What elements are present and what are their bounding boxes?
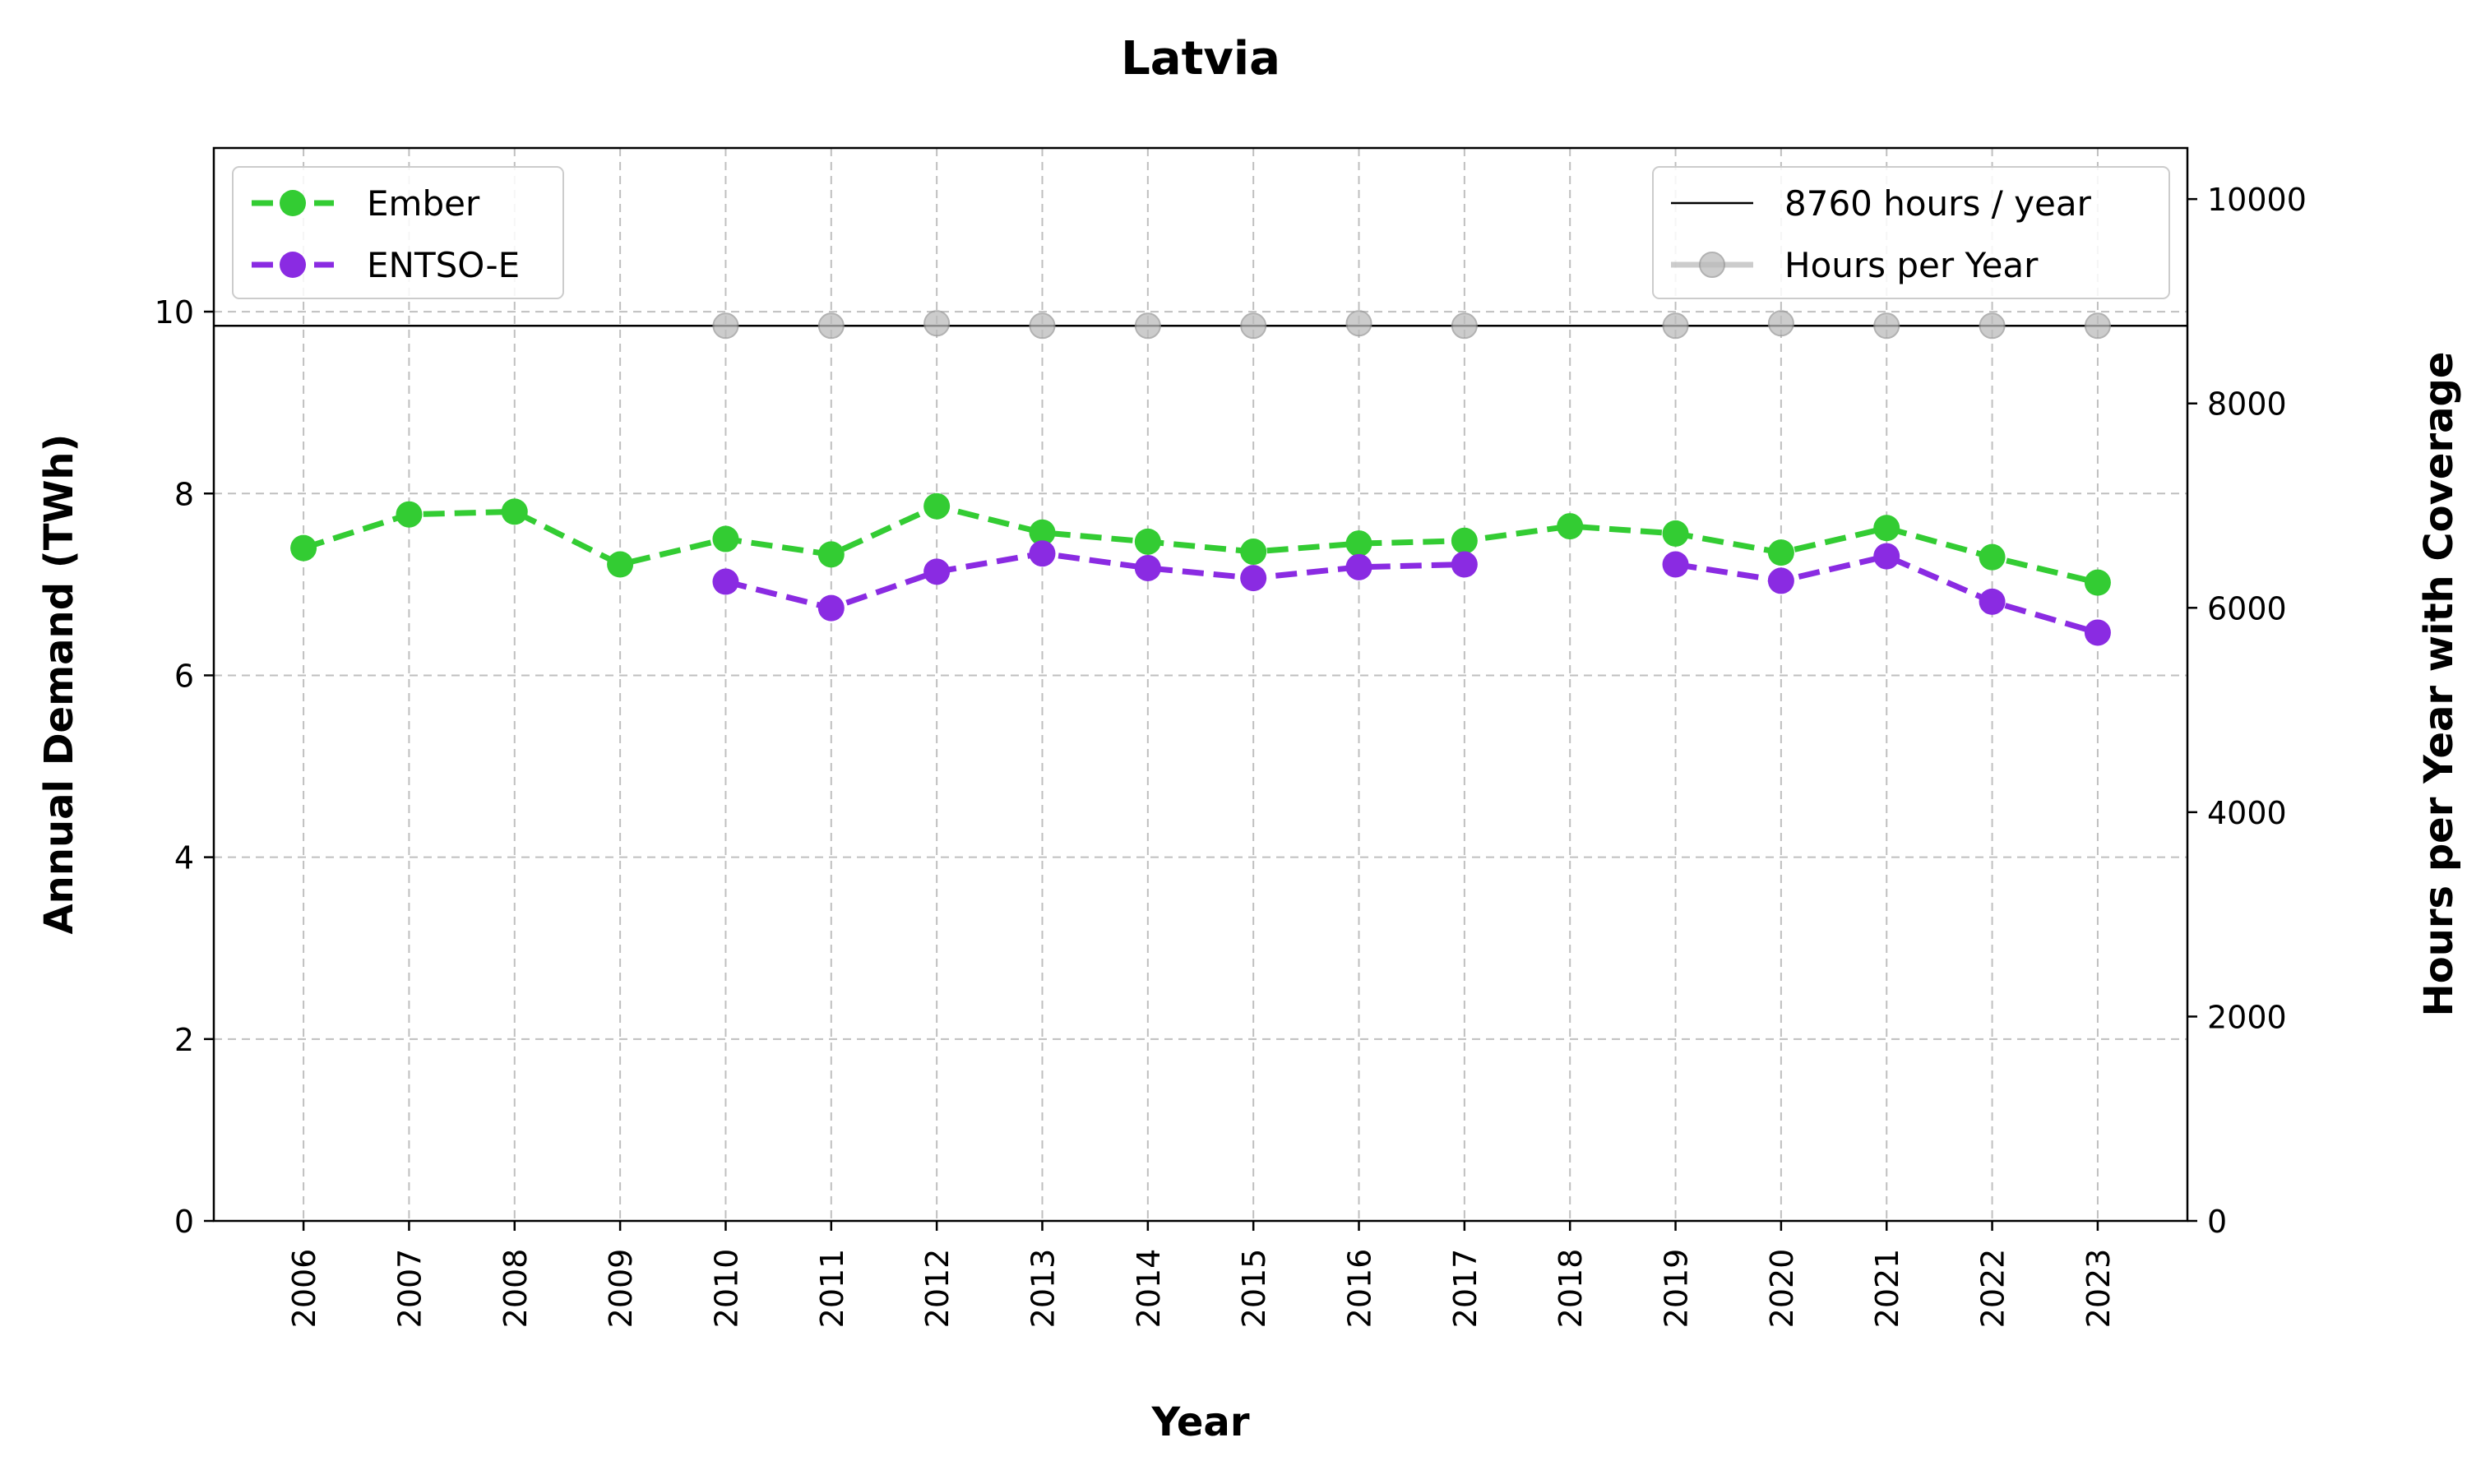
data-point-hours-per-year: [2084, 312, 2111, 340]
x-axis-title: Year: [1151, 1399, 1250, 1445]
data-point-ember: [817, 541, 845, 568]
data-point-hours-per-year: [1240, 312, 1267, 340]
x-tick-label: 2008: [498, 1249, 534, 1329]
x-tick-label: 2013: [1025, 1249, 1061, 1329]
legend-right-box: [1652, 166, 2170, 299]
data-point-ember: [290, 534, 317, 562]
x-tick-label: 2019: [1659, 1249, 1695, 1329]
data-point-entso-e: [1979, 588, 2006, 615]
chart-title: Latvia: [1121, 32, 1280, 86]
y2-axis-title: Hours per Year with Coverage: [2416, 352, 2462, 1017]
data-point-hours-per-year: [1767, 310, 1794, 337]
legend-layer: Ember ENTSO-E 8760 hours / year Hours per Y…: [232, 166, 2170, 299]
y2-tick-label: 4000: [2207, 795, 2287, 831]
data-point-entso-e: [1767, 567, 1794, 594]
legend-label-entso-e: ENTSO-E: [367, 245, 520, 285]
y2-tick-label: 10000: [2207, 182, 2307, 218]
y2-tick-label: 0: [2207, 1204, 2227, 1240]
x-tick-label: 2011: [814, 1249, 850, 1329]
x-tick-label: 2014: [1131, 1249, 1167, 1329]
x-tick-label: 2018: [1553, 1249, 1589, 1329]
data-point-hours-per-year: [1134, 312, 1161, 340]
x-tick-label: 2006: [286, 1249, 322, 1329]
data-point-ember: [396, 501, 423, 528]
data-point-ember: [1557, 513, 1584, 540]
x-tick-label: 2021: [1869, 1249, 1905, 1329]
data-point-ember: [1240, 539, 1267, 566]
x-tick-label: 2022: [1975, 1249, 2011, 1329]
legend-left: Ember ENTSO-E: [232, 166, 564, 299]
y-tick-label: 8: [174, 476, 194, 512]
data-point-ember: [923, 492, 951, 520]
x-tick-label: 2012: [919, 1249, 956, 1329]
y-tick-label: 4: [174, 840, 194, 876]
x-tick-label: 2015: [1236, 1249, 1272, 1329]
data-point-ember: [1767, 539, 1794, 566]
data-point-entso-e: [1134, 554, 1161, 581]
legend-label-reference: 8760 hours / year: [1784, 183, 2092, 224]
data-point-entso-e: [923, 558, 951, 585]
data-point-ember: [1662, 520, 1689, 547]
data-point-ember: [501, 498, 528, 525]
legend-label-hours-per-year: Hours per Year: [1784, 245, 2039, 285]
data-point-ember: [1979, 543, 2006, 571]
series-line-entso-e: [724, 550, 2099, 636]
data-point-ember: [1029, 519, 1056, 546]
x-tick-label: 2007: [391, 1249, 428, 1329]
data-point-entso-e: [1029, 540, 1056, 567]
x-tick-label: 2009: [603, 1249, 639, 1329]
data-point-entso-e: [1873, 543, 1900, 570]
data-point-entso-e: [1662, 551, 1689, 578]
data-point-hours-per-year: [817, 312, 845, 340]
data-point-ember: [2084, 569, 2111, 596]
data-point-entso-e: [1345, 553, 1372, 580]
data-point-ember: [1345, 530, 1372, 557]
data-point-hours-per-year: [1979, 312, 2006, 340]
y-axis-title: Annual Demand (TWh): [36, 434, 82, 935]
data-point-entso-e: [712, 568, 739, 595]
x-tick-label: 2016: [1342, 1249, 1378, 1329]
y2-tick-label: 6000: [2207, 590, 2287, 626]
data-point-hours-per-year: [712, 312, 739, 340]
legend-label-ember: Ember: [367, 183, 480, 224]
axis-layer: 2006 2007 2008 2009 2010 2011 2012 2013 2014 2015…: [155, 182, 2307, 1328]
series-line-ember: [303, 503, 2099, 586]
legend-swatch-marker-hours-per-year: [1699, 252, 1725, 278]
series-layer: [214, 310, 2187, 646]
data-point-entso-e: [1240, 565, 1267, 592]
data-point-entso-e: [2084, 619, 2111, 646]
data-point-hours-per-year: [1873, 312, 1900, 340]
plot-frame: [212, 146, 2189, 1223]
data-point-hours-per-year: [1451, 312, 1478, 340]
x-tick-label: 2017: [1447, 1249, 1483, 1329]
data-point-entso-e: [817, 594, 845, 622]
legend-swatch-marker-entso-e: [280, 252, 306, 278]
data-point-ember: [712, 525, 739, 552]
data-point-ember: [1451, 527, 1478, 554]
x-tick-label: 2010: [708, 1249, 744, 1329]
y-tick-label: 2: [174, 1022, 194, 1058]
data-point-ember: [607, 551, 634, 578]
y-tick-label: 6: [174, 658, 194, 694]
data-point-hours-per-year: [1029, 312, 1056, 340]
x-tick-label: 2020: [1764, 1249, 1800, 1329]
x-tick-label: 2023: [2081, 1249, 2117, 1329]
data-point-entso-e: [1451, 551, 1478, 578]
y-tick-label: 0: [174, 1204, 194, 1240]
y-tick-label: 10: [155, 294, 194, 331]
y2-tick-label: 2000: [2207, 999, 2287, 1035]
legend-swatch-marker-ember: [280, 190, 306, 216]
data-point-ember: [1873, 515, 1900, 542]
legend-right: 8760 hours / year Hours per Year: [1652, 166, 2170, 299]
grid-layer: [214, 148, 2187, 1221]
data-point-hours-per-year: [1345, 310, 1372, 337]
data-point-ember: [1134, 528, 1161, 555]
data-point-hours-per-year: [1662, 312, 1689, 340]
data-point-hours-per-year: [923, 310, 951, 337]
y2-tick-label: 8000: [2207, 386, 2287, 423]
